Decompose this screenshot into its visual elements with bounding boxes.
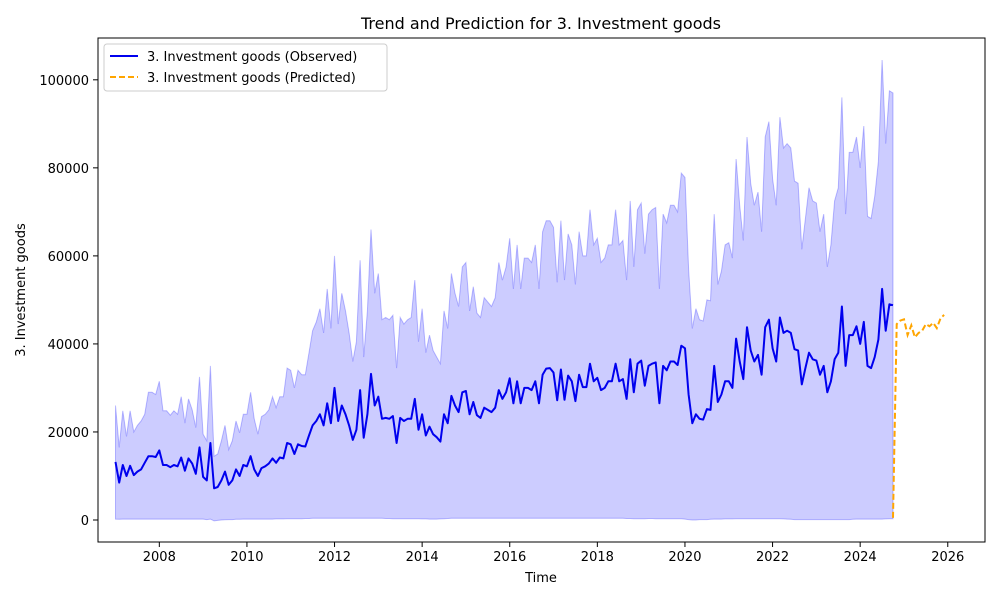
legend: 3. Investment goods (Observed) 3. Invest… bbox=[103, 43, 388, 92]
x-tick-label: 2024 bbox=[844, 550, 877, 565]
legend-box bbox=[103, 43, 388, 92]
x-tick-label: 2016 bbox=[493, 550, 526, 565]
y-tick-label: 60000 bbox=[48, 250, 89, 265]
y-tick-label: 40000 bbox=[48, 338, 89, 353]
x-tick-label: 2012 bbox=[318, 550, 351, 565]
x-tick-label: 2010 bbox=[230, 550, 263, 565]
confidence-band bbox=[115, 59, 894, 522]
series-line-predicted bbox=[892, 314, 945, 518]
legend-label-observed: 3. Investment goods (Observed) bbox=[147, 50, 357, 65]
plot-frame bbox=[97, 37, 986, 543]
y-tick-label: 100000 bbox=[39, 74, 89, 89]
y-tick-label: 80000 bbox=[48, 162, 89, 177]
x-axis: 2008 2010 2012 2014 2016 2018 2020 2022 2024 2026 bbox=[143, 542, 964, 565]
y-axis: 0 20000 40000 60000 80000 100000 bbox=[39, 74, 98, 529]
x-tick-label: 2008 bbox=[143, 550, 176, 565]
y-tick-label: 0 bbox=[81, 514, 89, 529]
chart-title: Trend and Prediction for 3. Investment g… bbox=[360, 14, 721, 33]
x-axis-label: Time bbox=[524, 571, 557, 586]
y-axis-label: 3. Investment goods bbox=[14, 223, 29, 357]
x-tick-label: 2020 bbox=[668, 550, 701, 565]
x-tick-label: 2014 bbox=[406, 550, 439, 565]
x-tick-label: 2018 bbox=[581, 550, 614, 565]
y-tick-label: 20000 bbox=[48, 426, 89, 441]
plot-area bbox=[114, 59, 945, 522]
x-tick-label: 2022 bbox=[756, 550, 789, 565]
series-line-observed bbox=[114, 287, 894, 490]
x-tick-label: 2026 bbox=[931, 550, 964, 565]
legend-label-predicted: 3. Investment goods (Predicted) bbox=[147, 71, 356, 86]
